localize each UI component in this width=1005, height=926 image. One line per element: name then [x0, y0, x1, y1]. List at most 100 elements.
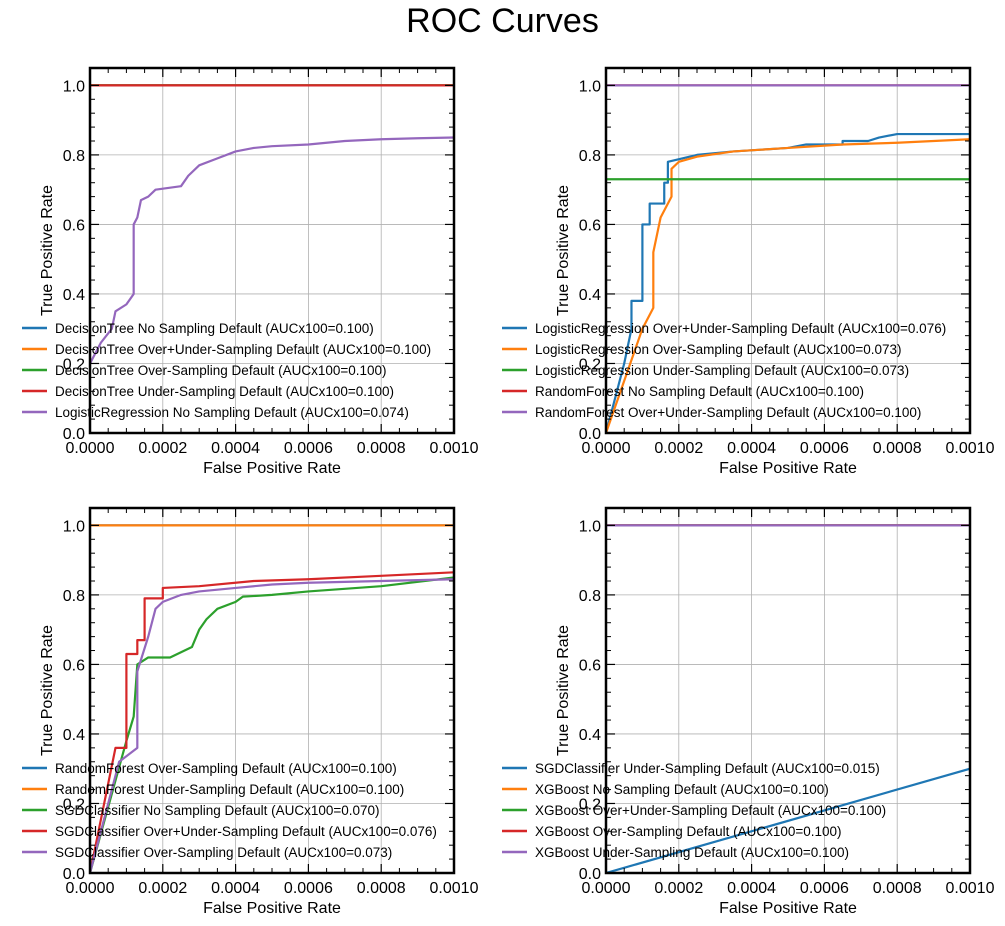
y-tick-label: 1.0	[579, 518, 601, 535]
y-tick-label: 1.0	[579, 78, 601, 95]
legend-item-1: LogisticRegression Over+Under-Sampling D…	[502, 321, 946, 336]
legend-item-5: SGDClassifier Over-Sampling Default (AUC…	[22, 845, 392, 860]
legend-label: LogisticRegression Under-Sampling Defaul…	[535, 363, 909, 378]
x-axis-label: False Positive Rate	[203, 900, 341, 917]
y-axis-label: True Positive Rate	[39, 185, 56, 316]
roc-curve-2	[606, 138, 970, 433]
x-tick-label: 0.0006	[800, 880, 849, 897]
legend-item-1: SGDClassifier Under-Sampling Default (AU…	[502, 761, 880, 776]
x-axis-label: False Positive Rate	[719, 900, 857, 917]
roc-panel-1: 0.0000 0.0002 0.0004 0.0006 0.0008 0.0010 0.0 0…	[22, 66, 479, 477]
legend-label: DecisionTree Over+Under-Sampling Default…	[55, 342, 431, 357]
x-tick-label: 0.0008	[357, 880, 406, 897]
legend-label: SGDClassifier Over-Sampling Default (AUC…	[55, 845, 392, 860]
x-tick-label: 0.0002	[138, 880, 187, 897]
legend-label: RandomForest No Sampling Default (AUCx10…	[535, 384, 864, 399]
legend-item-3: LogisticRegression Under-Sampling Defaul…	[502, 363, 909, 378]
x-tick-label: 0.0010	[946, 440, 995, 457]
roc-panel-4: 0.0000 0.0002 0.0004 0.0006 0.0008 0.0010 0.0 0…	[502, 506, 995, 917]
roc-panel-2: 0.0000 0.0002 0.0004 0.0006 0.0008 0.0010 0.0 0…	[502, 66, 995, 477]
y-axis-label: True Positive Rate	[555, 625, 572, 756]
legend-label: LogisticRegression No Sampling Default (…	[55, 405, 409, 420]
x-tick-label: 0.0010	[946, 880, 995, 897]
y-tick-label: 0.0	[63, 426, 85, 443]
legend-item-2: DecisionTree Over+Under-Sampling Default…	[22, 342, 431, 357]
y-tick-label: 0.4	[63, 727, 85, 744]
y-tick-label: 0.0	[579, 426, 601, 443]
x-tick-label: 0.0000	[582, 440, 631, 457]
y-tick-label: 0.2	[63, 356, 85, 373]
legend-item-4: XGBoost Over-Sampling Default (AUCx100=0…	[502, 824, 842, 839]
plot-frame	[604, 66, 972, 435]
figure-title: ROC Curves	[406, 2, 599, 40]
x-tick-label: 0.0008	[357, 440, 406, 457]
legend-label: RandomForest Over-Sampling Default (AUCx…	[55, 761, 397, 776]
legend-item-5: RandomForest Over+Under-Sampling Default…	[502, 405, 921, 420]
x-axis-label: False Positive Rate	[203, 460, 341, 477]
y-tick-label: 0.2	[579, 796, 601, 813]
legend-label: XGBoost Over-Sampling Default (AUCx100=0…	[535, 824, 842, 839]
legend-label: XGBoost Under-Sampling Default (AUCx100=…	[535, 845, 849, 860]
y-tick-label: 0.4	[579, 287, 601, 304]
legend-label: DecisionTree No Sampling Default (AUCx10…	[55, 321, 374, 336]
x-tick-label: 0.0006	[284, 440, 333, 457]
legend-label: RandomForest Over+Under-Sampling Default…	[535, 405, 921, 420]
legend-item-4: DecisionTree Under-Sampling Default (AUC…	[22, 384, 394, 399]
legend-item-3: SGDClassifier No Sampling Default (AUCx1…	[22, 803, 380, 818]
x-tick-label: 0.0006	[800, 440, 849, 457]
y-tick-label: 0.4	[579, 727, 601, 744]
x-tick-label: 0.0004	[727, 880, 776, 897]
y-tick-label: 0.8	[579, 588, 601, 605]
legend-label: SGDClassifier No Sampling Default (AUCx1…	[55, 803, 380, 818]
legend-label: SGDClassifier Under-Sampling Default (AU…	[535, 761, 880, 776]
y-tick-label: 0.8	[63, 148, 85, 165]
roc-curve-1	[606, 132, 970, 433]
y-tick-label: 0.8	[579, 148, 601, 165]
legend-label: LogisticRegression Over-Sampling Default…	[535, 342, 902, 357]
legend-item-4: RandomForest No Sampling Default (AUCx10…	[502, 384, 864, 399]
roc-curve-1	[606, 767, 970, 873]
y-axis-label: True Positive Rate	[555, 185, 572, 316]
x-tick-label: 0.0002	[138, 440, 187, 457]
x-tick-label: 0.0002	[654, 440, 703, 457]
y-tick-label: 0.2	[63, 796, 85, 813]
legend-item-2: RandomForest Under-Sampling Default (AUC…	[22, 782, 404, 797]
legend-item-4: SGDClassifier Over+Under-Sampling Defaul…	[22, 824, 437, 839]
legend-item-3: DecisionTree Over-Sampling Default (AUCx…	[22, 363, 387, 378]
roc-panel-3: 0.0000 0.0002 0.0004 0.0006 0.0008 0.0010 0.0 0…	[22, 506, 479, 917]
y-tick-label: 0.0	[579, 866, 601, 883]
x-tick-label: 0.0004	[211, 440, 260, 457]
y-tick-label: 1.0	[63, 518, 85, 535]
x-tick-label: 0.0004	[211, 880, 260, 897]
x-tick-label: 0.0006	[284, 880, 333, 897]
legend-item-1: DecisionTree No Sampling Default (AUCx10…	[22, 321, 374, 336]
legend-label: RandomForest Under-Sampling Default (AUC…	[55, 782, 404, 797]
y-tick-label: 0.6	[63, 657, 85, 674]
legend-label: DecisionTree Over-Sampling Default (AUCx…	[55, 363, 387, 378]
x-tick-label: 0.0010	[430, 440, 479, 457]
y-tick-label: 0.2	[579, 356, 601, 373]
legend-item-5: XGBoost Under-Sampling Default (AUCx100=…	[502, 845, 849, 860]
legend-label: XGBoost No Sampling Default (AUCx100=0.1…	[535, 782, 829, 797]
roc-curve-3	[90, 576, 454, 873]
legend-item-5: LogisticRegression No Sampling Default (…	[22, 405, 409, 420]
y-axis-label: True Positive Rate	[39, 625, 56, 756]
y-tick-label: 0.6	[579, 657, 601, 674]
x-tick-label: 0.0000	[66, 880, 115, 897]
legend-item-1: RandomForest Over-Sampling Default (AUCx…	[22, 761, 397, 776]
x-tick-label: 0.0000	[582, 880, 631, 897]
legend-item-2: LogisticRegression Over-Sampling Default…	[502, 342, 902, 357]
y-tick-label: 0.6	[63, 217, 85, 234]
x-tick-label: 0.0008	[873, 440, 922, 457]
y-tick-label: 0.4	[63, 287, 85, 304]
legend-item-2: XGBoost No Sampling Default (AUCx100=0.1…	[502, 782, 829, 797]
legend-label: XGBoost Over+Under-Sampling Default (AUC…	[535, 803, 886, 818]
x-tick-label: 0.0000	[66, 440, 115, 457]
legend-label: DecisionTree Under-Sampling Default (AUC…	[55, 384, 394, 399]
roc-curve-5	[90, 136, 454, 364]
legend-label: LogisticRegression Over+Under-Sampling D…	[535, 321, 946, 336]
x-tick-label: 0.0002	[654, 880, 703, 897]
plot-frame	[88, 66, 456, 435]
roc-curve-5	[90, 578, 454, 873]
